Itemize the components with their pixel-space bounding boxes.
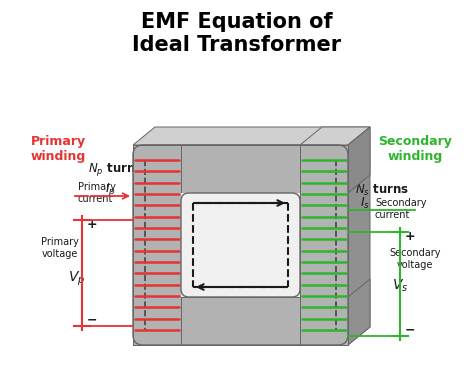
Polygon shape	[133, 297, 348, 345]
Polygon shape	[300, 127, 370, 145]
Polygon shape	[133, 145, 348, 193]
Text: −: −	[405, 324, 416, 337]
Text: EMF Equation of: EMF Equation of	[141, 12, 333, 32]
Text: $V_s$: $V_s$	[392, 278, 408, 295]
Polygon shape	[348, 279, 370, 345]
Polygon shape	[348, 127, 370, 345]
Polygon shape	[300, 145, 348, 345]
Text: $N_p$ turns: $N_p$ turns	[88, 161, 143, 178]
Text: $N_s$ turns: $N_s$ turns	[355, 183, 409, 198]
Text: Primary
winding: Primary winding	[30, 135, 86, 163]
Text: Secondary
voltage: Secondary voltage	[389, 248, 441, 269]
Text: $V_p$: $V_p$	[68, 270, 86, 288]
Polygon shape	[348, 127, 370, 193]
Text: Primary
current: Primary current	[78, 182, 116, 203]
Text: Ideal Transformer: Ideal Transformer	[132, 35, 342, 55]
Polygon shape	[300, 175, 322, 297]
Text: $I_p$: $I_p$	[105, 181, 116, 198]
Text: Magnetic
Flux, Φ: Magnetic Flux, Φ	[226, 163, 274, 185]
Text: Primary
voltage: Primary voltage	[41, 237, 79, 259]
Text: $I_s$: $I_s$	[360, 195, 370, 210]
Polygon shape	[133, 127, 370, 145]
Text: Transformer
core: Transformer core	[209, 305, 272, 327]
Text: −: −	[87, 314, 98, 327]
Text: +: +	[87, 218, 98, 231]
Polygon shape	[133, 145, 181, 345]
Text: Secondary
winding: Secondary winding	[378, 135, 452, 163]
Text: +: +	[405, 230, 416, 243]
Text: Secondary
current: Secondary current	[375, 198, 427, 220]
Polygon shape	[181, 193, 300, 297]
